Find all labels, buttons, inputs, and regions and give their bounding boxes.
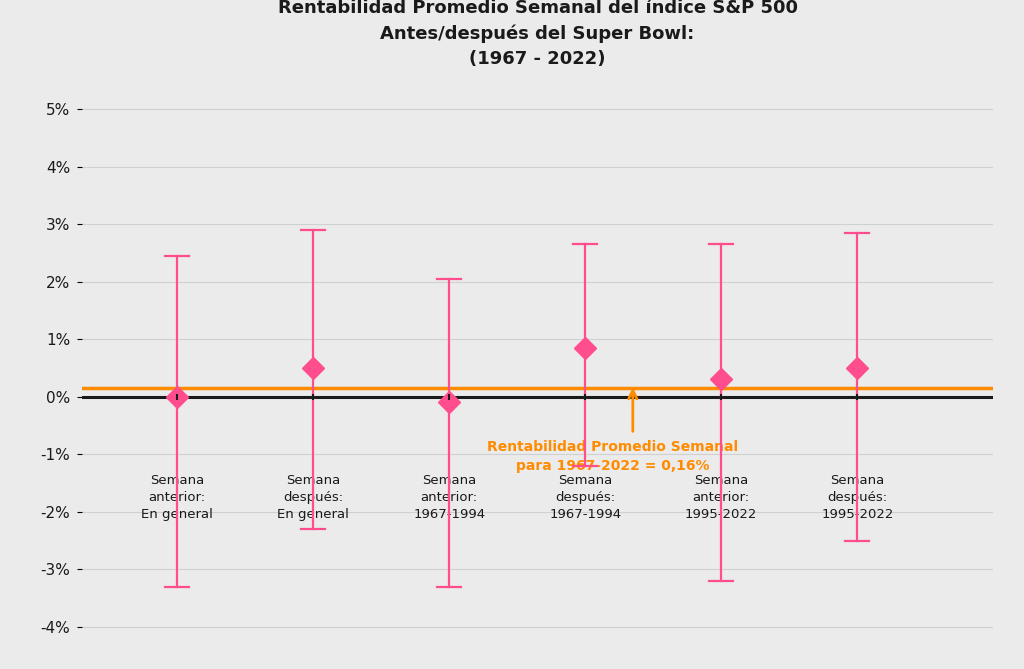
Text: Semana
después:
1995-2022: Semana después: 1995-2022: [821, 474, 894, 521]
Text: Semana
anterior:
1967-1994: Semana anterior: 1967-1994: [413, 474, 485, 521]
Title: Rentabilidad Promedio Semanal del índice S&P 500
Antes/después del Super Bowl:
(: Rentabilidad Promedio Semanal del índice…: [278, 0, 798, 68]
Text: Rentabilidad Promedio Semanal
para 1967-2022 = 0,16%: Rentabilidad Promedio Semanal para 1967-…: [486, 440, 738, 474]
Text: Semana
anterior:
1995-2022: Semana anterior: 1995-2022: [685, 474, 758, 521]
Text: Semana
anterior:
En general: Semana anterior: En general: [141, 474, 213, 521]
Text: Semana
después:
1967-1994: Semana después: 1967-1994: [549, 474, 622, 521]
Text: Semana
después:
En general: Semana después: En general: [278, 474, 349, 521]
